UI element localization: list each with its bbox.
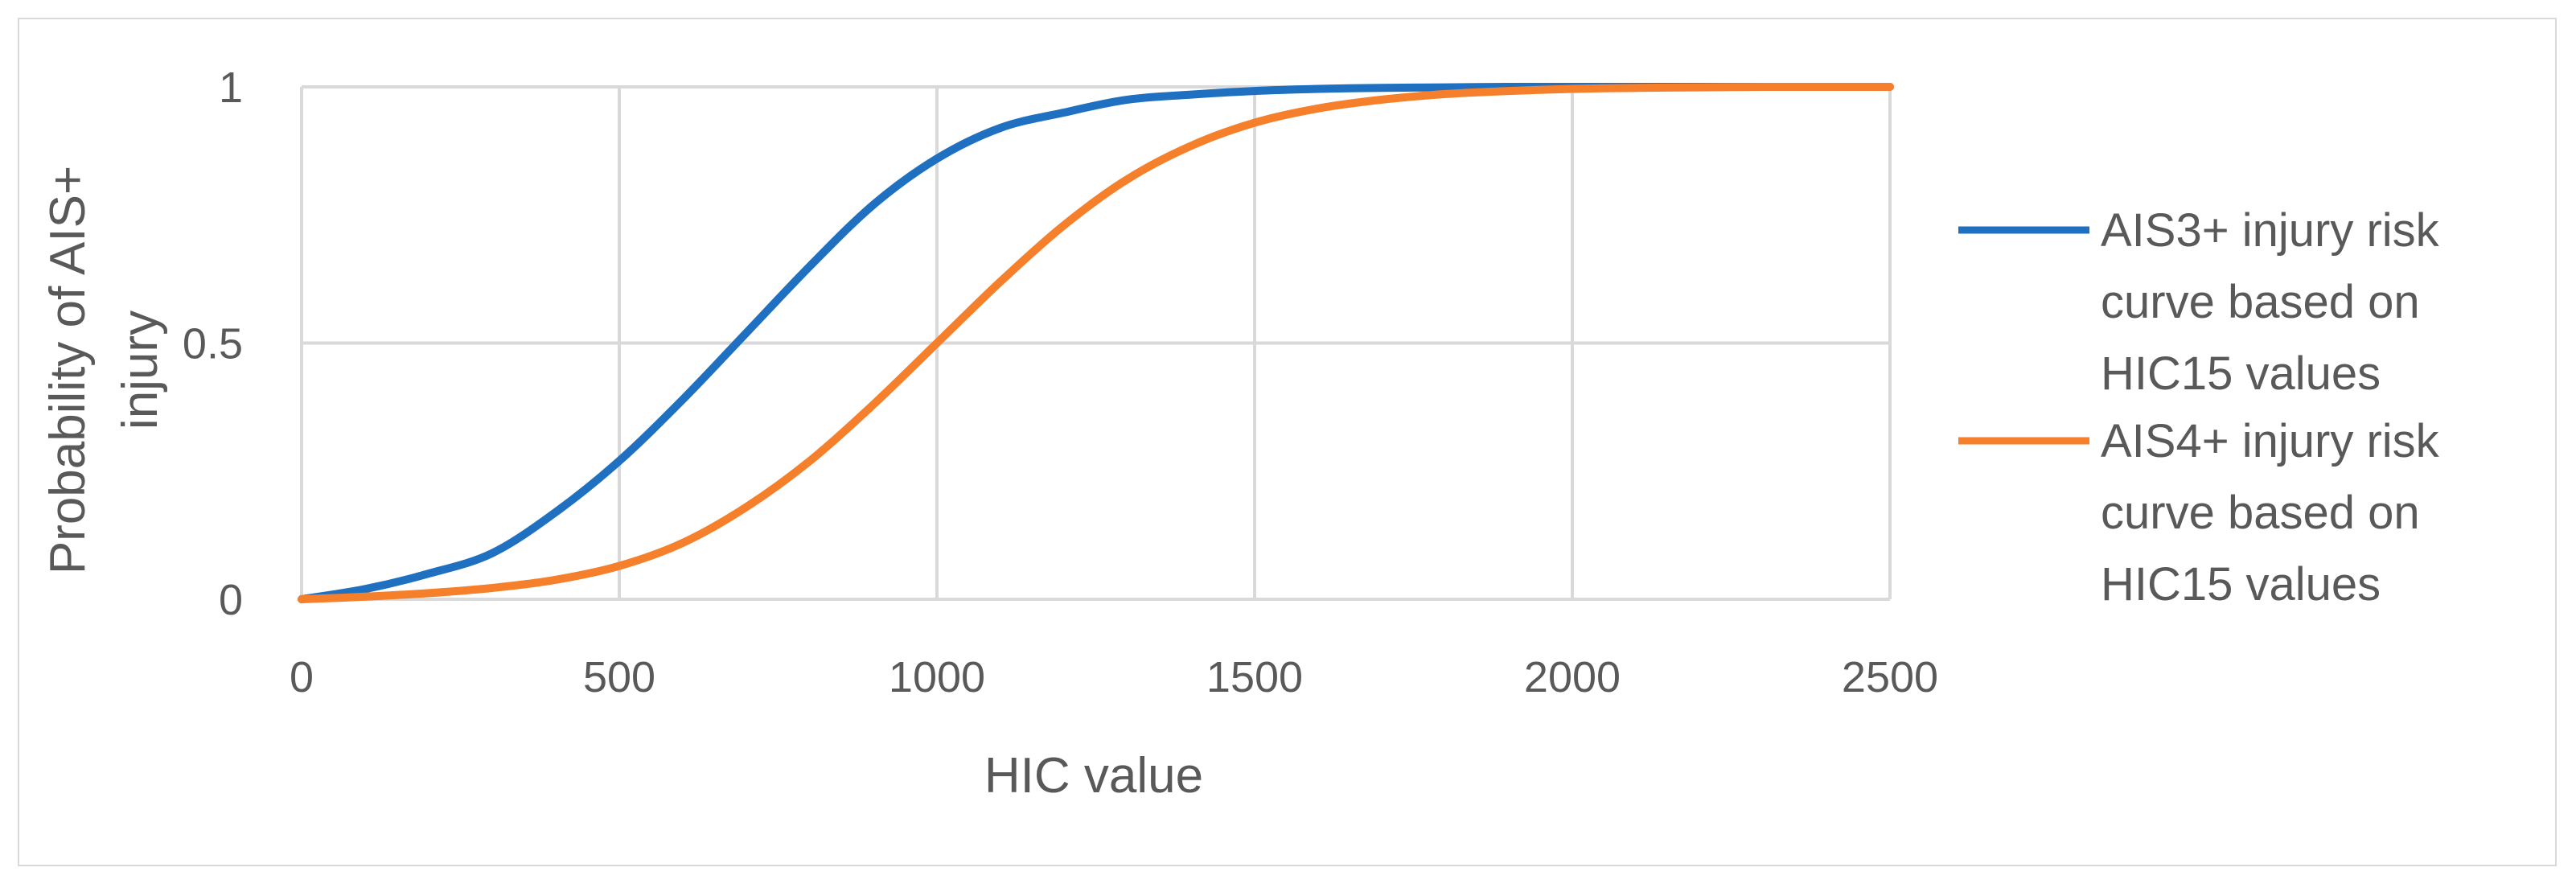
legend-label-ais4-line-3: HIC15 values xyxy=(2101,558,2381,611)
legend-label-ais3-line-3: HIC15 values xyxy=(2101,347,2381,400)
legend: AIS3+ injury risk curve based on HIC15 v… xyxy=(1958,204,2440,611)
legend-label-ais3-line-2: curve based on xyxy=(2101,276,2420,328)
legend-label-ais4-line-1: AIS4+ injury risk xyxy=(2101,415,2440,467)
x-tick-label-0: 0 xyxy=(290,653,314,701)
x-tick-label-2000: 2000 xyxy=(1524,653,1621,701)
y-tick-label-2: 1 xyxy=(219,64,243,112)
chart-frame xyxy=(18,18,2557,866)
series-line-ais4 xyxy=(298,82,1894,603)
legend-label-ais3-line-1: AIS3+ injury risk xyxy=(2101,204,2440,257)
y-axis-title-line-1: Probability of AIS+ xyxy=(40,166,96,574)
y-tick-labels: 00.51 xyxy=(183,64,243,624)
x-tick-labels: 0 500 1000 1500 2000 2500 xyxy=(290,653,1938,701)
x-tick-label-500: 500 xyxy=(583,653,655,701)
legend-label-ais4-line-2: curve based on xyxy=(2101,487,2420,539)
y-tick-label-1: 0.5 xyxy=(183,320,243,368)
x-axis-title: HIC value xyxy=(984,748,1203,804)
y-tick-label-0: 0 xyxy=(219,576,243,624)
y-axis-title-line-2: injury xyxy=(113,310,168,430)
x-tick-label-1000: 1000 xyxy=(889,653,985,701)
series-lines xyxy=(298,82,1894,603)
x-tick-label-1500: 1500 xyxy=(1206,653,1303,701)
x-tick-label-2500: 2500 xyxy=(1842,653,1938,701)
